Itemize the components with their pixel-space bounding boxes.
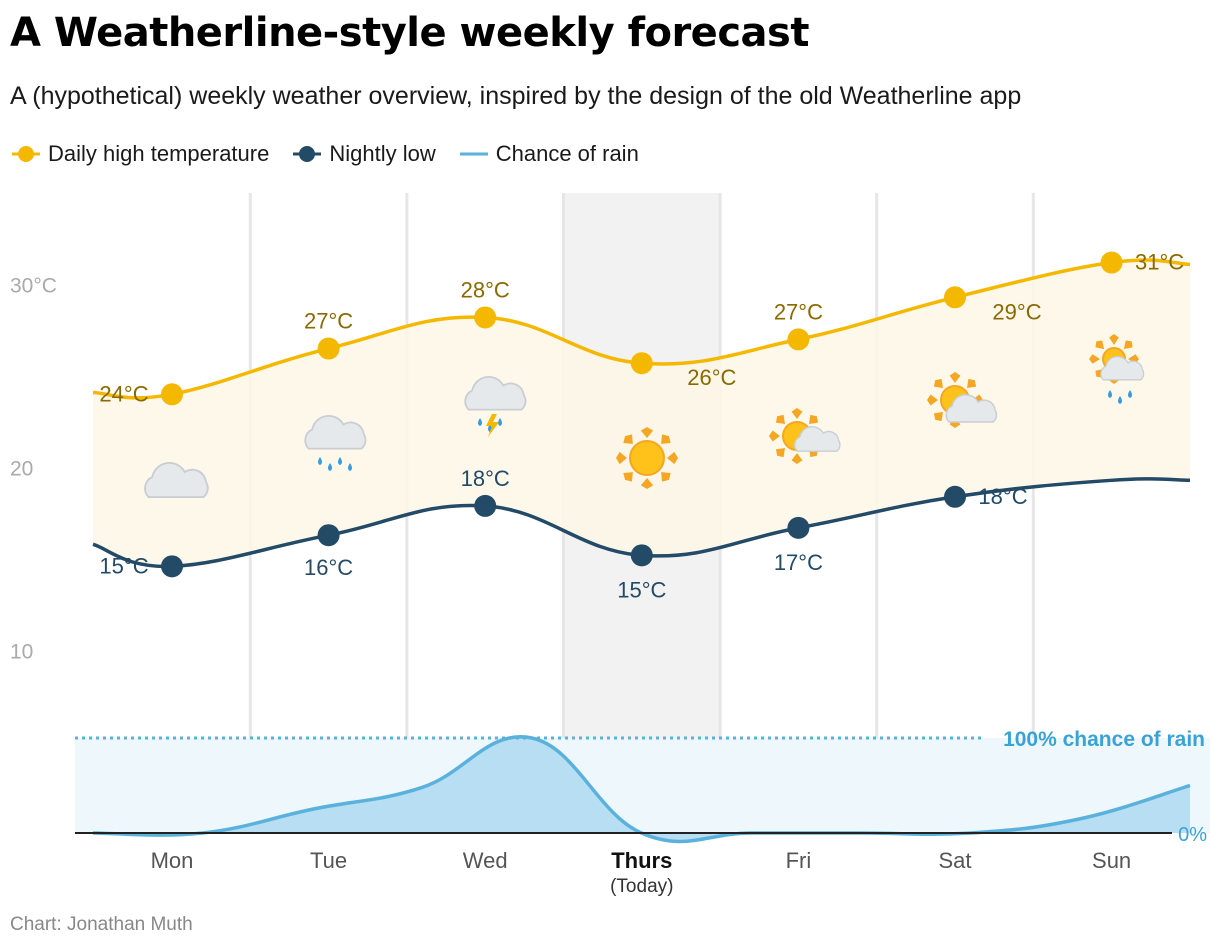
legend-swatch-high <box>12 146 40 162</box>
sun-ray <box>809 414 819 424</box>
low-temp-label: 18°C <box>461 466 510 491</box>
sun-ray <box>949 372 961 383</box>
high-temp-point <box>944 286 966 309</box>
low-temp-label: 18°C <box>978 484 1027 509</box>
high-temp-label: 31°C <box>1135 250 1184 275</box>
day-label: Thurs <box>611 848 672 873</box>
sun-ray <box>1109 334 1119 345</box>
day-label: Tue <box>310 848 347 873</box>
high-temp-label: 28°C <box>461 277 510 302</box>
legend-item-high: Daily high temperature <box>10 141 269 167</box>
legend-label-high: Daily high temperature <box>48 141 270 166</box>
high-temp-label: 27°C <box>774 299 823 324</box>
legend-label-rain: Chance of rain <box>495 141 639 166</box>
rain-band <box>75 738 1210 833</box>
sun-ray <box>791 408 803 419</box>
sun-ray <box>775 448 785 458</box>
today-sublabel: (Today) <box>610 876 673 897</box>
sun-ray <box>927 394 938 406</box>
raindrop-icon <box>348 463 352 471</box>
rain-line <box>92 735 1191 844</box>
low-temp-label: 16°C <box>304 555 353 580</box>
sun-ray <box>616 451 627 465</box>
raindrop-icon <box>338 457 342 465</box>
legend-swatch-low <box>293 146 322 162</box>
rain-area <box>93 736 1190 842</box>
sun-ray <box>1123 340 1133 350</box>
raindrop-icon <box>318 457 322 465</box>
high-temp-point <box>1100 251 1123 274</box>
y-tick-label: 30°C <box>10 275 57 298</box>
high-temp-label: 29°C <box>992 299 1041 324</box>
low-temp-label: 17°C <box>774 550 823 575</box>
rain-icon <box>304 414 367 471</box>
mostly-sunny-icon <box>927 372 998 428</box>
raindrop-icon <box>498 418 502 426</box>
low-temp-point <box>161 555 183 578</box>
sun-disc <box>629 440 665 476</box>
high-temp-point <box>474 306 497 329</box>
sun-ray <box>967 378 977 388</box>
sun-showers-icon <box>1089 334 1145 404</box>
day-label: Sat <box>938 848 971 873</box>
sun-icon <box>616 427 678 489</box>
temperature-band <box>93 259 1190 567</box>
sun-ray <box>640 427 654 438</box>
low-temp-point <box>944 485 966 508</box>
chart-legend: Daily high temperature Nightly low Chanc… <box>10 140 661 168</box>
legend-swatch-rain <box>459 152 488 156</box>
low-temp-label: 15°C <box>99 553 148 578</box>
sun-ray <box>661 472 671 482</box>
day-label: Fri <box>786 848 812 873</box>
sunny-icon <box>616 427 678 489</box>
y-tick-label: 20 <box>10 458 33 481</box>
sun-ray <box>667 451 678 465</box>
sun-ray <box>1089 354 1100 364</box>
sun-ray <box>933 412 943 422</box>
sun-ray <box>661 434 671 444</box>
day-label: Wed <box>463 848 508 873</box>
high-temp-point <box>630 352 653 375</box>
low-temp-point <box>787 516 810 539</box>
rain-max-label: 100% chance of rain <box>1003 728 1205 751</box>
thunderstorm-icon <box>464 375 527 437</box>
low-temp-point <box>474 494 497 517</box>
high-temp-label: 24°C <box>99 381 148 406</box>
legend-item-low: Nightly low <box>291 141 436 167</box>
sun-ray <box>791 453 803 464</box>
lightning-icon <box>486 414 499 437</box>
raindrop-icon <box>1128 390 1132 398</box>
legend-label-low: Nightly low <box>329 141 436 166</box>
sun-ray <box>623 434 633 444</box>
day-label: Mon <box>151 848 194 873</box>
chart-subtitle: A (hypothetical) weekly weather overview… <box>10 82 1022 110</box>
raindrop-icon <box>1118 396 1122 404</box>
high-temp-label: 26°C <box>687 365 736 390</box>
raindrop-icon <box>328 463 332 471</box>
chart-credit: Chart: Jonathan Muth <box>10 914 193 935</box>
sun-ray <box>1095 340 1105 350</box>
sun-ray <box>775 414 785 424</box>
high-temp-point <box>787 328 810 351</box>
sun-ray <box>933 378 943 388</box>
y-tick-label: 10 <box>10 641 33 664</box>
legend-item-rain: Chance of rain <box>458 141 639 167</box>
sun-ray <box>769 430 780 442</box>
low-temp-point <box>317 524 340 547</box>
high-temp-label: 27°C <box>304 309 353 334</box>
low-temp-point <box>630 544 653 567</box>
raindrop-icon <box>1108 390 1112 398</box>
low-temp-label: 15°C <box>617 577 666 602</box>
rain-zero-label: 0% <box>1178 824 1207 846</box>
sun-ray <box>623 472 633 482</box>
chart-title: A Weatherline-style weekly forecast <box>10 10 809 56</box>
sun-ray <box>640 478 654 489</box>
raindrop-icon <box>478 418 482 426</box>
high-temp-point <box>161 383 183 406</box>
partly-cloudy-icon <box>769 408 841 464</box>
high-temp-point <box>317 337 340 360</box>
day-label: Sun <box>1092 848 1131 873</box>
